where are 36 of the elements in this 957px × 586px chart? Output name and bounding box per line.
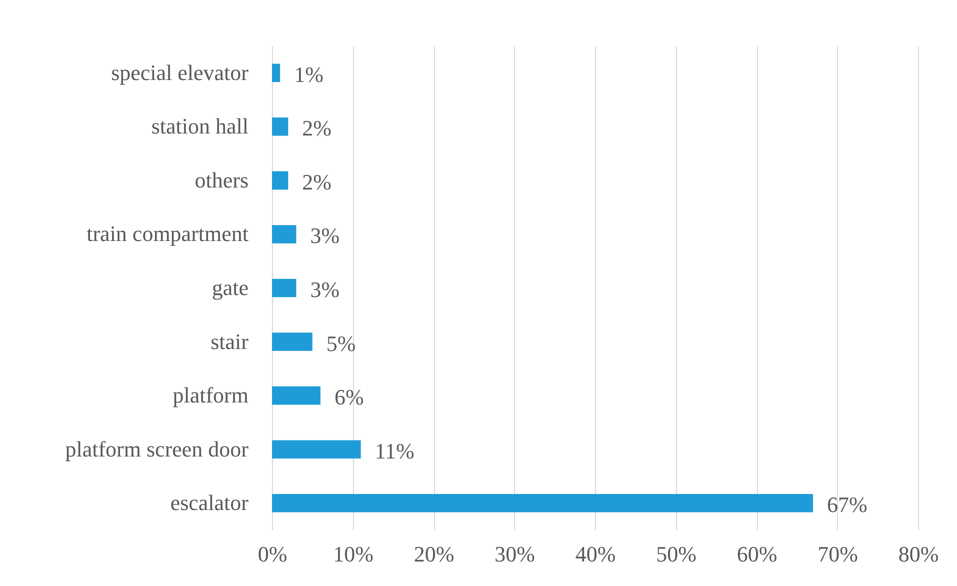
- data-label: 11%: [374, 438, 414, 464]
- data-label: 1%: [294, 62, 324, 87]
- y-tick-label: platform: [172, 382, 248, 408]
- x-tick-label: 0%: [258, 542, 288, 566]
- y-tick-label: others: [194, 167, 248, 192]
- bar: [272, 332, 312, 351]
- data-label: 3%: [310, 223, 340, 248]
- bar: [272, 494, 814, 512]
- data-label: 2%: [302, 116, 332, 141]
- data-label: 3%: [310, 277, 340, 302]
- y-tick-label: station hall: [151, 114, 248, 139]
- bar: [272, 386, 320, 405]
- x-tick-label: 30%: [494, 542, 535, 566]
- x-tick-label: 70%: [818, 542, 858, 566]
- data-label: 5%: [326, 330, 356, 356]
- y-tick-label: gate: [212, 275, 248, 300]
- bar: [272, 225, 296, 244]
- bar: [272, 64, 280, 82]
- y-tick-label: escalator: [170, 490, 250, 516]
- y-tick-label: train compartment: [86, 221, 248, 246]
- bar: [272, 440, 361, 458]
- bar: [272, 171, 288, 190]
- data-label: 67%: [827, 492, 868, 518]
- x-tick-label: 20%: [414, 542, 454, 566]
- data-label: 6%: [334, 384, 364, 410]
- x-tick-label: 60%: [736, 542, 778, 566]
- x-tick-label: 40%: [575, 542, 616, 566]
- bar: [272, 278, 296, 298]
- bar: [272, 118, 288, 136]
- y-tick-label: stair: [210, 328, 250, 354]
- x-tick-label: 50%: [656, 542, 696, 566]
- x-tick-label: 10%: [333, 542, 374, 566]
- y-tick-label: special elevator: [111, 60, 250, 85]
- x-tick-label: 80%: [898, 542, 939, 566]
- y-tick-label: platform screen door: [65, 436, 250, 462]
- data-label: 2%: [302, 169, 332, 194]
